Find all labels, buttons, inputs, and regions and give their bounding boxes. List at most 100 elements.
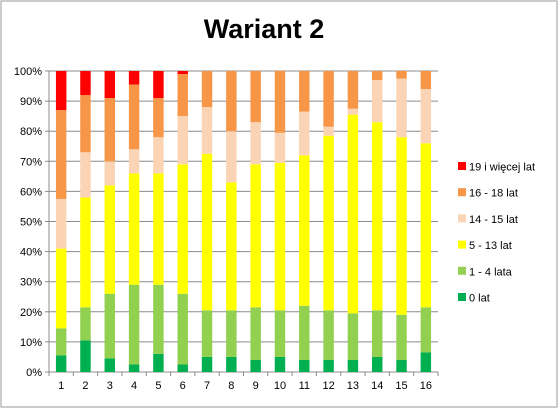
bar-segment [55,328,67,356]
legend-label: 19 i więcej lat [469,162,535,174]
legend-swatch [458,188,466,197]
bar-segment [226,356,237,372]
x-tick-label: 3 [107,380,113,392]
bar-segment [80,95,91,153]
bar-segment [153,353,164,372]
bar-segment [420,307,432,353]
bar-segment [55,248,67,329]
y-tick-label: 80% [20,126,42,138]
y-tick-label: 30% [20,277,42,289]
bar-segment [323,359,334,372]
bar-segment [299,305,310,360]
bar-segment [371,310,383,357]
x-tick-label: 15 [395,380,407,392]
y-tick-label: 0% [26,367,42,379]
bar-segment [323,310,334,360]
y-tick-label: 10% [20,337,42,349]
legend-swatch [458,266,466,275]
bar-segment [347,71,359,109]
bar-segment [299,71,310,112]
bar-segment [347,114,359,314]
bar-segment [128,364,140,372]
y-axis-ticks: 0% 10% 20% 30% 40% 50% 60% 70% 80% 90% 100% [14,66,42,379]
bar-segment [177,71,188,75]
bar-segment [177,293,188,365]
bar-segment [177,74,188,117]
bar-segment [55,198,67,249]
bar-segment [396,78,407,138]
bar-segment [153,71,164,99]
bar-segment [153,284,164,354]
bar-segment [250,307,261,360]
bar-segment [371,356,383,372]
bar-segment [80,340,91,372]
bar-segment [55,355,67,372]
y-tick-label: 50% [20,217,42,229]
bar-segment [201,107,213,154]
x-tick-label: 9 [253,380,259,392]
bar-segment [371,71,383,81]
x-tick-label: 10 [274,380,286,392]
x-tick-label: 1 [58,380,64,392]
x-tick-label: 8 [228,380,234,392]
bar-segment [104,71,116,99]
bar-segment [420,89,432,144]
bar-segment [177,164,188,294]
bar-segment [323,135,334,311]
bar-segment [274,132,286,163]
bar-segment [396,359,407,372]
bar-segment [371,122,383,311]
bar-segment [299,111,310,156]
bar-segment [201,153,213,311]
bar-segment [55,71,67,111]
legend-label: 16 - 18 lat [469,188,518,200]
bar-segment [104,358,116,372]
bar-segment [55,110,67,199]
bar-segment [104,98,116,162]
x-tick-label: 2 [82,380,88,392]
bar-segment [128,173,140,285]
bar-segment [80,307,91,341]
x-tick-label: 4 [131,380,137,392]
bar-segment [420,71,432,90]
bars [55,71,432,372]
y-tick-label: 90% [20,96,42,108]
y-tick-label: 100% [14,66,42,78]
legend-swatch [458,240,466,249]
bar-segment [226,310,237,357]
bar-segment [250,122,261,165]
bar-segment [420,352,432,372]
x-tick-label: 14 [371,380,383,392]
bar-segment [128,71,140,85]
legend-label: 0 lat [469,293,490,305]
legend-label: 5 - 13 lat [469,240,512,252]
x-tick-label: 6 [180,380,186,392]
bar-segment [323,71,334,127]
y-tick-label: 20% [20,307,42,319]
bar-segment [104,293,116,359]
chart-title: Wariant 2 [204,14,325,44]
legend: 19 i więcej lat 16 - 18 lat 14 - 15 lat 5 -… [458,162,535,305]
bar-segment [128,284,140,365]
bar-segment [153,137,164,174]
y-tick-label: 60% [20,186,42,198]
legend-swatch [458,162,466,170]
bar-segment [299,359,310,372]
bar-segment [128,149,140,174]
bar-segment [396,137,407,315]
x-tick-label: 16 [420,380,432,392]
bar-segment [299,155,310,306]
bar-segment [420,143,432,308]
bar-segment [274,310,286,357]
bar-segment [104,185,116,294]
bar-segment [80,152,91,198]
x-tick-label: 12 [322,380,334,392]
bar-segment [80,197,91,308]
bar-segment [226,131,237,183]
bar-segment [177,116,188,165]
bar-segment [153,98,164,138]
bar-segment [274,162,286,311]
bar-segment [250,71,261,123]
bar-segment [201,71,213,108]
